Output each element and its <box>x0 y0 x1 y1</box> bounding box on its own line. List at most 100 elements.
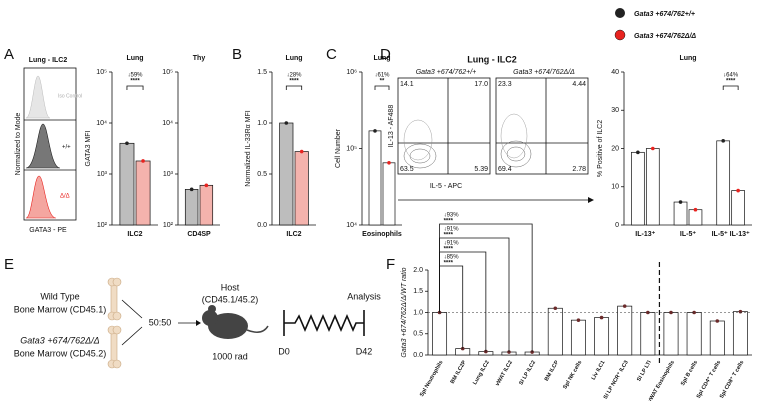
x-tick-label: BM ILC2P <box>450 359 468 385</box>
hist-label: +/+ <box>62 145 71 151</box>
x-tick-label: Lung ILC2 <box>472 360 491 386</box>
hist-title: Lung - ILC2 <box>29 57 68 64</box>
y-tick-label: 10² <box>97 222 108 229</box>
y-axis-label: Cell Number <box>335 128 342 168</box>
point <box>125 141 129 146</box>
bar <box>547 307 563 356</box>
y-axis-label: % Positive of ILC2 <box>597 120 604 177</box>
annotation: ↓64% <box>723 73 739 79</box>
point <box>646 310 650 315</box>
flow-plot-title: Gata3 +674/762Δ/Δ <box>513 69 575 76</box>
point <box>622 304 627 308</box>
point <box>507 350 511 354</box>
annotation: **** <box>444 219 454 225</box>
legend-swatch <box>614 29 626 41</box>
hist-ko <box>25 175 57 219</box>
y-tick-label: 10⁵ <box>96 69 107 76</box>
hist-frame <box>23 67 77 221</box>
point <box>692 310 696 315</box>
dose-label: 1000 rad <box>212 351 248 361</box>
mix-ratio: 50:50 <box>149 317 172 327</box>
point <box>636 150 640 155</box>
point <box>373 129 377 133</box>
hist-xlabel: GATA3 - PE <box>29 227 67 234</box>
annotation: ** <box>380 79 385 85</box>
bar <box>645 148 660 226</box>
annotation: **** <box>289 79 299 85</box>
host-label: (CD45.1/45.2) <box>202 294 259 304</box>
y-tick-label: 10⁵ <box>346 145 357 152</box>
annotation: ↓93% <box>444 213 460 219</box>
x-tick-label: Spl B cells <box>680 360 699 387</box>
y-tick-label: 20 <box>611 145 619 152</box>
quadrant-value: 14.1 <box>400 81 414 88</box>
point <box>678 200 683 204</box>
y-tick-label: 40 <box>611 69 619 76</box>
hist-iso <box>25 75 51 119</box>
donor-label: Gata3 +674/762Δ/Δ <box>20 335 99 345</box>
bracket <box>285 85 303 90</box>
y-axis-label: Normalized IL-33Rα MFI <box>245 110 252 186</box>
point <box>530 350 534 354</box>
point <box>738 309 743 314</box>
y-tick-label: 1.5 <box>257 69 267 76</box>
y-tick-label: 10³ <box>163 171 174 178</box>
point <box>204 183 209 188</box>
bar <box>294 151 309 226</box>
panel-letter: C <box>326 46 337 63</box>
bone-icon <box>107 277 122 369</box>
flow-arrow-head <box>588 197 594 203</box>
arrow-head <box>196 320 201 326</box>
y-tick-label: 10⁶ <box>346 69 357 76</box>
y-tick-label: 10³ <box>97 171 108 178</box>
bar <box>617 305 633 356</box>
bracket <box>126 85 144 90</box>
x-tick-label: IL-5⁺ <box>680 231 696 238</box>
bar <box>688 209 703 226</box>
panel-letter: E <box>4 256 14 273</box>
panel-letter: A <box>4 46 14 63</box>
y-tick-label: 0.5 <box>257 171 267 178</box>
x-tick-label: vWAT ILC2 <box>495 360 514 388</box>
x-tick-label: ILC2 <box>286 231 301 238</box>
bar <box>199 184 214 226</box>
point <box>669 310 673 315</box>
chart-title: Lung <box>373 55 390 62</box>
bar <box>640 312 656 356</box>
bar <box>709 320 725 356</box>
donor-label: Wild Type <box>40 291 79 301</box>
x-tick-label: BM ILCP <box>544 359 561 382</box>
bar <box>673 201 688 226</box>
x-tick-label: SI LP LTi <box>636 359 653 382</box>
annotation: **** <box>726 79 736 85</box>
quadrant-value: 17.0 <box>474 81 488 88</box>
bar <box>368 130 382 226</box>
annotation: ↓85% <box>444 255 460 261</box>
annotation: **** <box>444 261 454 267</box>
y-tick-label: 10 <box>611 184 619 191</box>
flow-xlabel: IL-5 - APC <box>430 183 462 190</box>
x-tick-label: Eosinophils <box>362 231 402 238</box>
point <box>141 159 145 163</box>
y-tick-label: 1.5 <box>413 288 423 295</box>
y-tick-label: 0 <box>615 222 619 229</box>
day-label: D42 <box>356 346 373 356</box>
bar <box>432 312 448 356</box>
y-tick-label: 10⁴ <box>346 222 357 229</box>
bar <box>731 190 745 226</box>
bar <box>594 317 610 356</box>
y-tick-label: 30 <box>611 107 619 114</box>
chart-title: Lung <box>126 55 143 62</box>
bar <box>119 142 135 226</box>
annotation: ↓91% <box>444 241 460 247</box>
donor-label: Bone Marrow (CD45.1) <box>14 304 107 314</box>
flow-plot <box>495 77 589 175</box>
annotation: **** <box>444 247 454 253</box>
point <box>484 349 488 354</box>
bar <box>732 311 748 356</box>
flow-title: Lung - ILC2 <box>467 54 517 64</box>
quadrant-value: 69.4 <box>498 166 512 173</box>
bar <box>686 312 702 356</box>
bar <box>184 189 199 226</box>
x-tick-label: CD4SP <box>187 231 211 238</box>
